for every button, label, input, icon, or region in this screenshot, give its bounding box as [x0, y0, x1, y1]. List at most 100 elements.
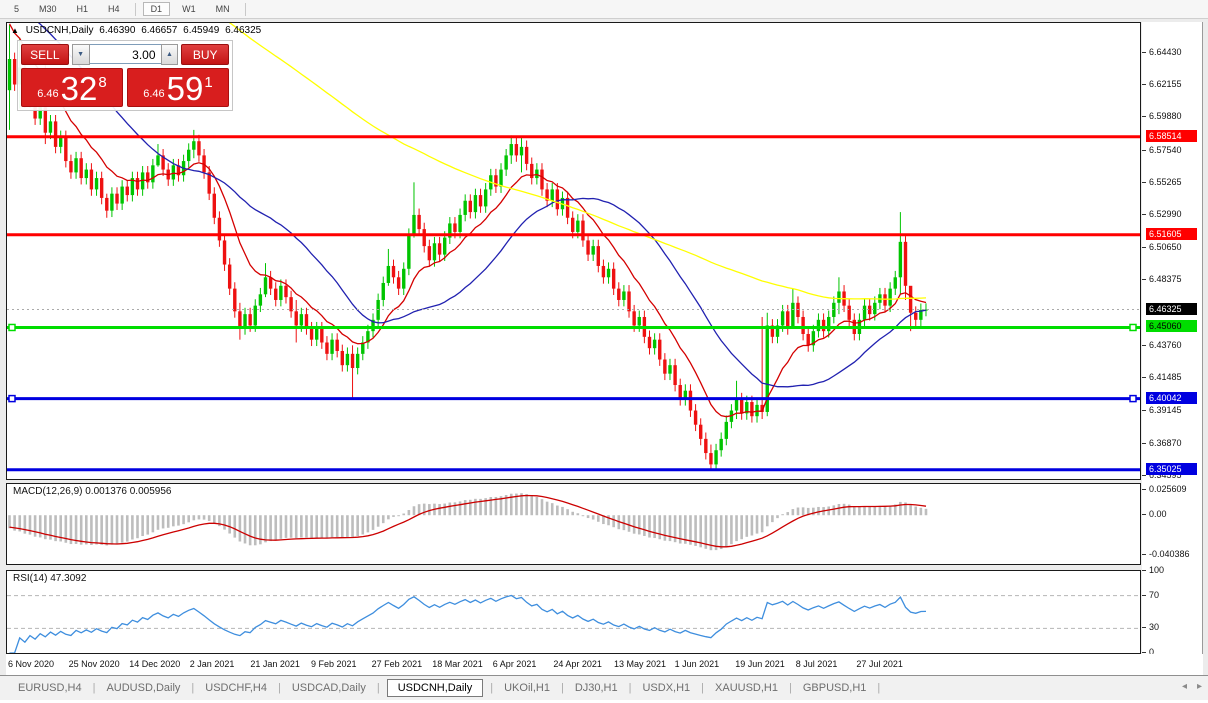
volume-increase-button[interactable]: ▲ — [160, 44, 179, 65]
window-right-edge — [1202, 22, 1203, 654]
tab-separator: | — [877, 682, 881, 694]
expand-arrow-icon: ▲ — [11, 26, 19, 35]
rsi-axis-tick: 100 — [1149, 565, 1165, 575]
timeframe-button-d1[interactable]: D1 — [142, 2, 171, 16]
chart-symbol-label: USDCNH,Daily — [25, 25, 94, 36]
axis-tick-mark — [1142, 247, 1146, 249]
axis-tick-mark — [1142, 214, 1146, 216]
price-axis-tick: 6.50650 — [1149, 242, 1182, 253]
macd-axis-tick: 0.00 — [1149, 509, 1167, 520]
tab-scroll-right-icon[interactable]: ▸ — [1196, 681, 1202, 692]
buy-price-point: 1 — [204, 74, 213, 91]
chart-tab-xauusd[interactable]: XAUUSD,H1 — [715, 682, 778, 694]
date-axis-label: 6 Nov 2020 — [8, 659, 55, 669]
price-axis-tick: 6.57540 — [1149, 144, 1182, 155]
chart-tab-usdcad[interactable]: USDCAD,Daily — [291, 682, 366, 694]
axis-tick-mark — [1142, 594, 1146, 596]
tab-separator: | — [191, 682, 195, 694]
sell-price-pips: 32 — [60, 70, 98, 107]
toolbar-separator — [134, 2, 136, 16]
price-axis-tick: 6.43760 — [1149, 339, 1182, 350]
ohlc-close: 6.46325 — [225, 25, 262, 36]
timeframe-button-h1[interactable]: H1 — [76, 4, 89, 14]
axis-tick-mark — [1142, 279, 1146, 281]
chart-tab-ukoil[interactable]: UKOil,H1 — [504, 682, 550, 694]
date-axis-label: 27 Feb 2021 — [371, 659, 423, 669]
timeframe-toolbar: 5 M30 H1 H4 D1 W1 MN — [0, 0, 1208, 19]
level-price-label: 6.40042 — [1146, 391, 1197, 404]
tab-separator: | — [788, 682, 792, 694]
tab-separator: | — [92, 682, 96, 694]
axis-tick-mark — [1142, 553, 1146, 555]
date-axis-label: 18 Mar 2021 — [432, 659, 483, 669]
timeframe-button-5[interactable]: 5 — [14, 4, 20, 14]
chart-tab-usdcnh[interactable]: USDCNH,Daily — [386, 679, 484, 697]
macd-axis-tick: 0.025609 — [1149, 484, 1187, 495]
rsi-label: RSI(14) 47.3092 — [13, 573, 87, 584]
chart-tab-usdx[interactable]: USDX,H1 — [642, 682, 691, 694]
axis-tick-mark — [1142, 570, 1146, 571]
rsi-chart-canvas[interactable] — [7, 571, 1140, 653]
axis-tick-mark — [1142, 489, 1146, 491]
timeframe-button-w1[interactable]: W1 — [182, 4, 196, 14]
date-axis-label: 21 Jan 2021 — [250, 659, 300, 669]
price-axis-tick: 6.52990 — [1149, 209, 1182, 220]
chart-tab-gbpusd[interactable]: GBPUSD,H1 — [802, 682, 867, 694]
ohlc-high: 6.46657 — [141, 25, 178, 36]
axis-tick-mark — [1142, 344, 1146, 346]
price-axis[interactable]: 6.64430 6.62155 6.59880 6.57540 6.55265 6.529… — [1142, 22, 1203, 657]
tab-scroll-left-icon[interactable]: ◂ — [1181, 681, 1187, 692]
buy-button[interactable]: BUY — [181, 44, 229, 65]
axis-tick-mark — [1142, 652, 1146, 653]
macd-chart-canvas[interactable] — [7, 484, 1140, 564]
chart-window: ▲ USDCNH,Daily 6.46390 6.46657 6.45949 6… — [6, 22, 1203, 676]
date-axis-label: 14 Dec 2020 — [129, 659, 181, 669]
buy-price-pips: 59 — [166, 70, 204, 107]
axis-tick-mark — [1142, 627, 1146, 629]
price-axis-tick: 6.48375 — [1149, 274, 1182, 285]
date-axis-label: 6 Apr 2021 — [492, 659, 537, 669]
sell-price-display[interactable]: 6.46 32 8 — [21, 68, 123, 107]
date-axis-label: 19 Jun 2021 — [735, 659, 785, 669]
price-axis-tick: 6.39145 — [1149, 405, 1182, 416]
sell-price-point: 8 — [98, 74, 107, 91]
timeframe-button-m30[interactable]: M30 — [39, 4, 57, 14]
date-axis-label: 27 Jul 2021 — [856, 659, 903, 669]
axis-tick-mark — [1142, 474, 1146, 476]
date-axis-label: 9 Feb 2021 — [311, 659, 357, 669]
axis-tick-mark — [1142, 410, 1146, 412]
rsi-axis-tick: 70 — [1149, 589, 1160, 600]
chart-tab-usdchf[interactable]: USDCHF,H4 — [205, 682, 267, 694]
timeframe-button-h4[interactable]: H4 — [108, 4, 120, 14]
ohlc-low: 6.45949 — [183, 25, 220, 36]
axis-tick-mark — [1142, 51, 1146, 53]
tab-scroll-arrows: ◂ ▸ — [1182, 681, 1202, 692]
macd-indicator-panel: MACD(12,26,9) 0.001376 0.005956 — [6, 483, 1141, 565]
toolbar-separator — [244, 2, 246, 16]
current-price-label: 6.46325 — [1146, 302, 1197, 315]
level-price-label: 6.58514 — [1146, 129, 1197, 142]
axis-tick-mark — [1142, 149, 1146, 151]
buy-price-display[interactable]: 6.46 59 1 — [127, 68, 229, 107]
level-price-label: 6.51605 — [1146, 227, 1197, 240]
price-axis-tick: 6.64430 — [1149, 46, 1182, 57]
chart-tab-dj30[interactable]: DJ30,H1 — [574, 682, 618, 694]
chart-tab-eurusd[interactable]: EURUSD,H4 — [18, 682, 82, 694]
sell-button[interactable]: SELL — [21, 44, 69, 65]
tab-separator: | — [376, 682, 380, 694]
buy-price-base: 6.46 — [143, 88, 165, 100]
price-axis-tick: 6.36870 — [1149, 437, 1182, 448]
date-axis-label: 25 Nov 2020 — [68, 659, 120, 669]
date-axis-label: 13 May 2021 — [614, 659, 667, 669]
macd-axis-tick: -0.040386 — [1149, 548, 1190, 559]
chart-tab-audusd[interactable]: AUDUSD,Daily — [106, 682, 181, 694]
volume-input[interactable] — [89, 44, 161, 64]
timeframe-button-mn[interactable]: MN — [215, 4, 230, 14]
volume-decrease-button[interactable]: ▼ — [71, 44, 90, 65]
statusbar-strip — [0, 700, 1208, 703]
time-axis[interactable]: 6 Nov 2020 25 Nov 2020 14 Dec 2020 2 Jan 20… — [6, 654, 1203, 676]
rsi-axis-tick: 30 — [1149, 622, 1160, 633]
date-axis-label: 1 Jun 2021 — [674, 659, 720, 669]
tab-separator: | — [560, 682, 564, 694]
